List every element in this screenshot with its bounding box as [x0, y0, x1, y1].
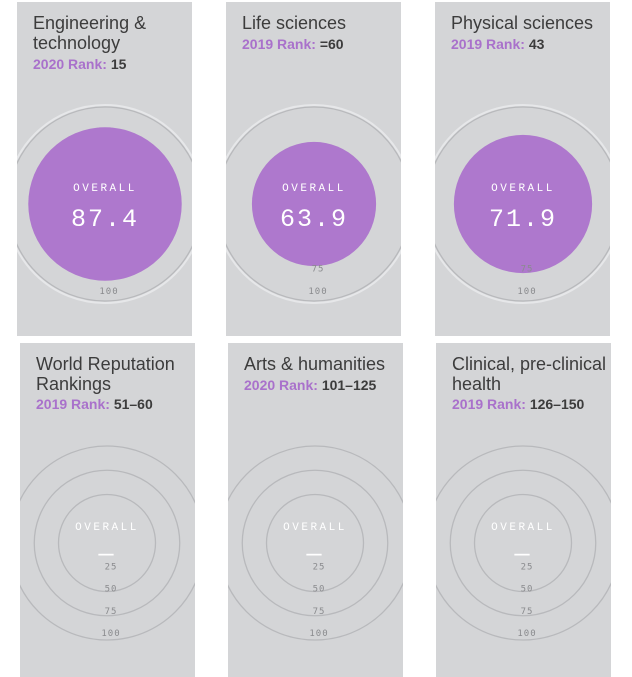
- card-title: Arts & humanities: [244, 354, 386, 374]
- gauge-ring: [436, 445, 611, 641]
- gauge-tick-label: 50: [105, 585, 118, 595]
- gauge-tick-label: 25: [105, 562, 118, 572]
- score-fill-disk: [28, 127, 182, 281]
- overall-score-value: —: [97, 540, 115, 569]
- gauge-ring: [435, 106, 610, 302]
- score-fill-disk: [453, 134, 593, 274]
- gauge-ring: [57, 493, 157, 593]
- subject-card-clinical-health: Clinical, pre-clinical & health 2019 Ran…: [436, 343, 611, 677]
- gauge-tick-label: 75: [521, 265, 534, 275]
- rank-value: 51–60: [113, 396, 153, 412]
- gauge-tick-label: 75: [105, 607, 118, 617]
- gauge-ring: [226, 106, 401, 302]
- overall-score-gauge: 25 50 75 100 OVERALL —: [228, 445, 403, 641]
- subject-card-world-reputation: World Reputation Rankings 2019 Rank: 51–…: [20, 343, 195, 677]
- gauge-tick-label: 50: [313, 585, 326, 595]
- rank-label: 2019 Rank:: [451, 36, 525, 52]
- overall-score-gauge: 25 50 75 100 OVERALL —: [436, 445, 611, 641]
- subject-card-physical-sciences: Physical sciences 2019 Rank: 43 75 100 OVE…: [435, 2, 610, 336]
- card-title: Engineering & technology: [33, 13, 147, 53]
- gauge-tick-label: 100: [101, 629, 120, 639]
- card-rank: 2019 Rank: 43: [451, 35, 544, 53]
- gauge-tick-label: 25: [313, 562, 326, 572]
- overall-label: OVERALL: [491, 522, 555, 534]
- gauge-tick-label: 100: [308, 287, 327, 297]
- card-rank: 2020 Rank: 101–125: [244, 376, 376, 394]
- overall-score-value: 63.9: [280, 205, 348, 234]
- gauge-ring: [449, 469, 597, 617]
- gauge-tick-label: 75: [312, 265, 325, 275]
- rank-value: 15: [110, 56, 127, 72]
- overall-score-value: 87.4: [71, 205, 139, 234]
- rank-label: 2019 Rank:: [242, 36, 316, 52]
- rank-label: 2019 Rank:: [36, 396, 110, 412]
- card-title: Clinical, pre-clinical & health: [452, 354, 611, 394]
- gauge-tick-label: 25: [521, 562, 534, 572]
- rank-label: 2019 Rank:: [452, 396, 526, 412]
- rank-value: 101–125: [321, 377, 377, 393]
- gauge-ring: [473, 493, 573, 593]
- rank-value: =60: [319, 36, 344, 52]
- overall-label: OVERALL: [283, 522, 347, 534]
- gauge-tick-label: 100: [99, 287, 118, 297]
- score-fill-disk: [251, 141, 377, 267]
- overall-label: OVERALL: [73, 183, 137, 195]
- card-rank: 2020 Rank: 15: [33, 55, 126, 73]
- gauge-ring-halo: [435, 104, 610, 304]
- gauge-tick-label: 100: [517, 287, 536, 297]
- gauge-tick-label: 100: [517, 629, 536, 639]
- gauge-ring: [17, 106, 192, 302]
- overall-score-gauge: 75 100 OVERALL 63.9: [226, 104, 401, 304]
- gauge-tick-label: 75: [313, 607, 326, 617]
- rank-label: 2020 Rank:: [244, 377, 318, 393]
- card-rank: 2019 Rank: =60: [242, 35, 344, 53]
- rank-value: 43: [528, 36, 545, 52]
- gauge-tick-label: 50: [521, 585, 534, 595]
- card-rank: 2019 Rank: 126–150: [452, 395, 584, 413]
- card-title: Physical sciences: [451, 13, 594, 33]
- gauge-ring: [228, 445, 403, 641]
- overall-score-value: 71.9: [489, 205, 557, 234]
- overall-score-value: —: [305, 540, 323, 569]
- card-rank: 2019 Rank: 51–60: [36, 395, 153, 413]
- rank-label: 2020 Rank:: [33, 56, 107, 72]
- overall-label: OVERALL: [491, 183, 555, 195]
- overall-score-gauge: 25 50 75 100 OVERALL —: [20, 445, 195, 641]
- subject-card-engineering: Engineering & technology 2020 Rank: 15 1…: [17, 2, 192, 336]
- gauge-ring: [241, 469, 389, 617]
- card-title: World Reputation Rankings: [36, 354, 175, 394]
- overall-label: OVERALL: [282, 183, 346, 195]
- subject-card-life-sciences: Life sciences 2019 Rank: =60 75 100 OVERAL…: [226, 2, 401, 336]
- overall-label: OVERALL: [75, 522, 139, 534]
- gauge-ring-halo: [226, 104, 401, 304]
- overall-score-gauge: 75 100 OVERALL 71.9: [435, 104, 610, 304]
- gauge-ring: [20, 445, 195, 641]
- card-title: Life sciences: [242, 13, 347, 33]
- overall-score-value: —: [513, 540, 531, 569]
- gauge-ring-halo: [17, 104, 192, 304]
- subject-card-arts-humanities: Arts & humanities 2020 Rank: 101–125 25 5…: [228, 343, 403, 677]
- gauge-ring: [33, 469, 181, 617]
- rank-value: 126–150: [529, 396, 585, 412]
- gauge-ring: [265, 493, 365, 593]
- gauge-tick-label: 100: [309, 629, 328, 639]
- gauge-tick-label: 75: [521, 607, 534, 617]
- overall-score-gauge: 100 OVERALL 87.4: [17, 104, 192, 304]
